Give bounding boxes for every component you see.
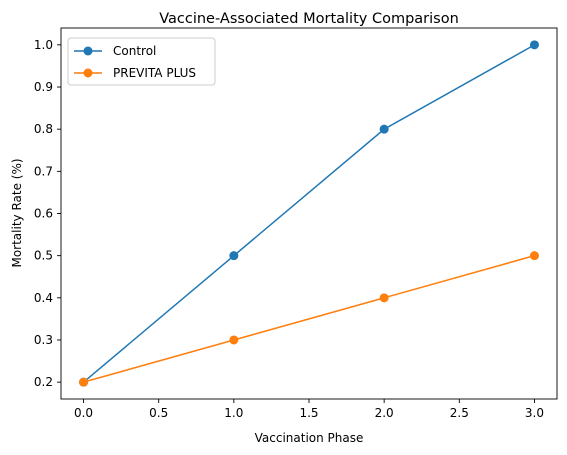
- x-tick-label: 2.5: [450, 406, 469, 420]
- data-point-previta-plus: [529, 251, 539, 261]
- y-tick-label: 0.8: [34, 122, 53, 136]
- legend-marker-previta-plus: [83, 68, 93, 78]
- legend-label-control: Control: [113, 44, 156, 58]
- data-point-control: [529, 40, 539, 50]
- y-axis-label: Mortality Rate (%): [10, 158, 24, 267]
- data-point-previta-plus: [79, 377, 89, 387]
- series-line-control: [83, 44, 535, 383]
- x-tick-label: 0.0: [74, 406, 93, 420]
- y-tick-label: 0.5: [34, 249, 53, 263]
- y-tick-label: 0.3: [34, 333, 53, 347]
- x-tick-label: 3.0: [525, 406, 544, 420]
- x-axis-label: Vaccination Phase: [255, 431, 364, 445]
- chart-title: Vaccine-Associated Mortality Comparison: [159, 11, 459, 27]
- y-axis: 0.2 0.3 0.4 0.5 0.6 0.7 0.8 0.9 1.0: [34, 38, 61, 389]
- y-tick-label: 0.6: [34, 207, 53, 221]
- x-tick-label: 2.0: [375, 406, 394, 420]
- x-tick-label: 1.5: [299, 406, 318, 420]
- y-tick-label: 1.0: [34, 38, 53, 52]
- legend-box: [67, 37, 216, 86]
- legend-marker-control: [83, 46, 93, 56]
- y-tick-label: 0.4: [34, 291, 53, 305]
- y-tick-label: 0.2: [34, 375, 53, 389]
- data-point-control: [229, 251, 239, 261]
- series-layer: [79, 40, 539, 387]
- data-point-previta-plus: [379, 293, 389, 303]
- series-line-previta-plus: [83, 254, 535, 383]
- legend: Control PREVITA PLUS: [67, 37, 216, 86]
- y-tick-label: 0.7: [34, 164, 53, 178]
- x-tick-label: 1.0: [224, 406, 243, 420]
- data-point-previta-plus: [229, 335, 239, 345]
- x-axis: 0.0 0.5 1.0 1.5 2.0 2.5 3.0: [74, 399, 544, 420]
- data-point-control: [379, 124, 389, 134]
- legend-label-previta-plus: PREVITA PLUS: [113, 66, 196, 80]
- x-tick-label: 0.5: [149, 406, 168, 420]
- y-tick-label: 0.9: [34, 80, 53, 94]
